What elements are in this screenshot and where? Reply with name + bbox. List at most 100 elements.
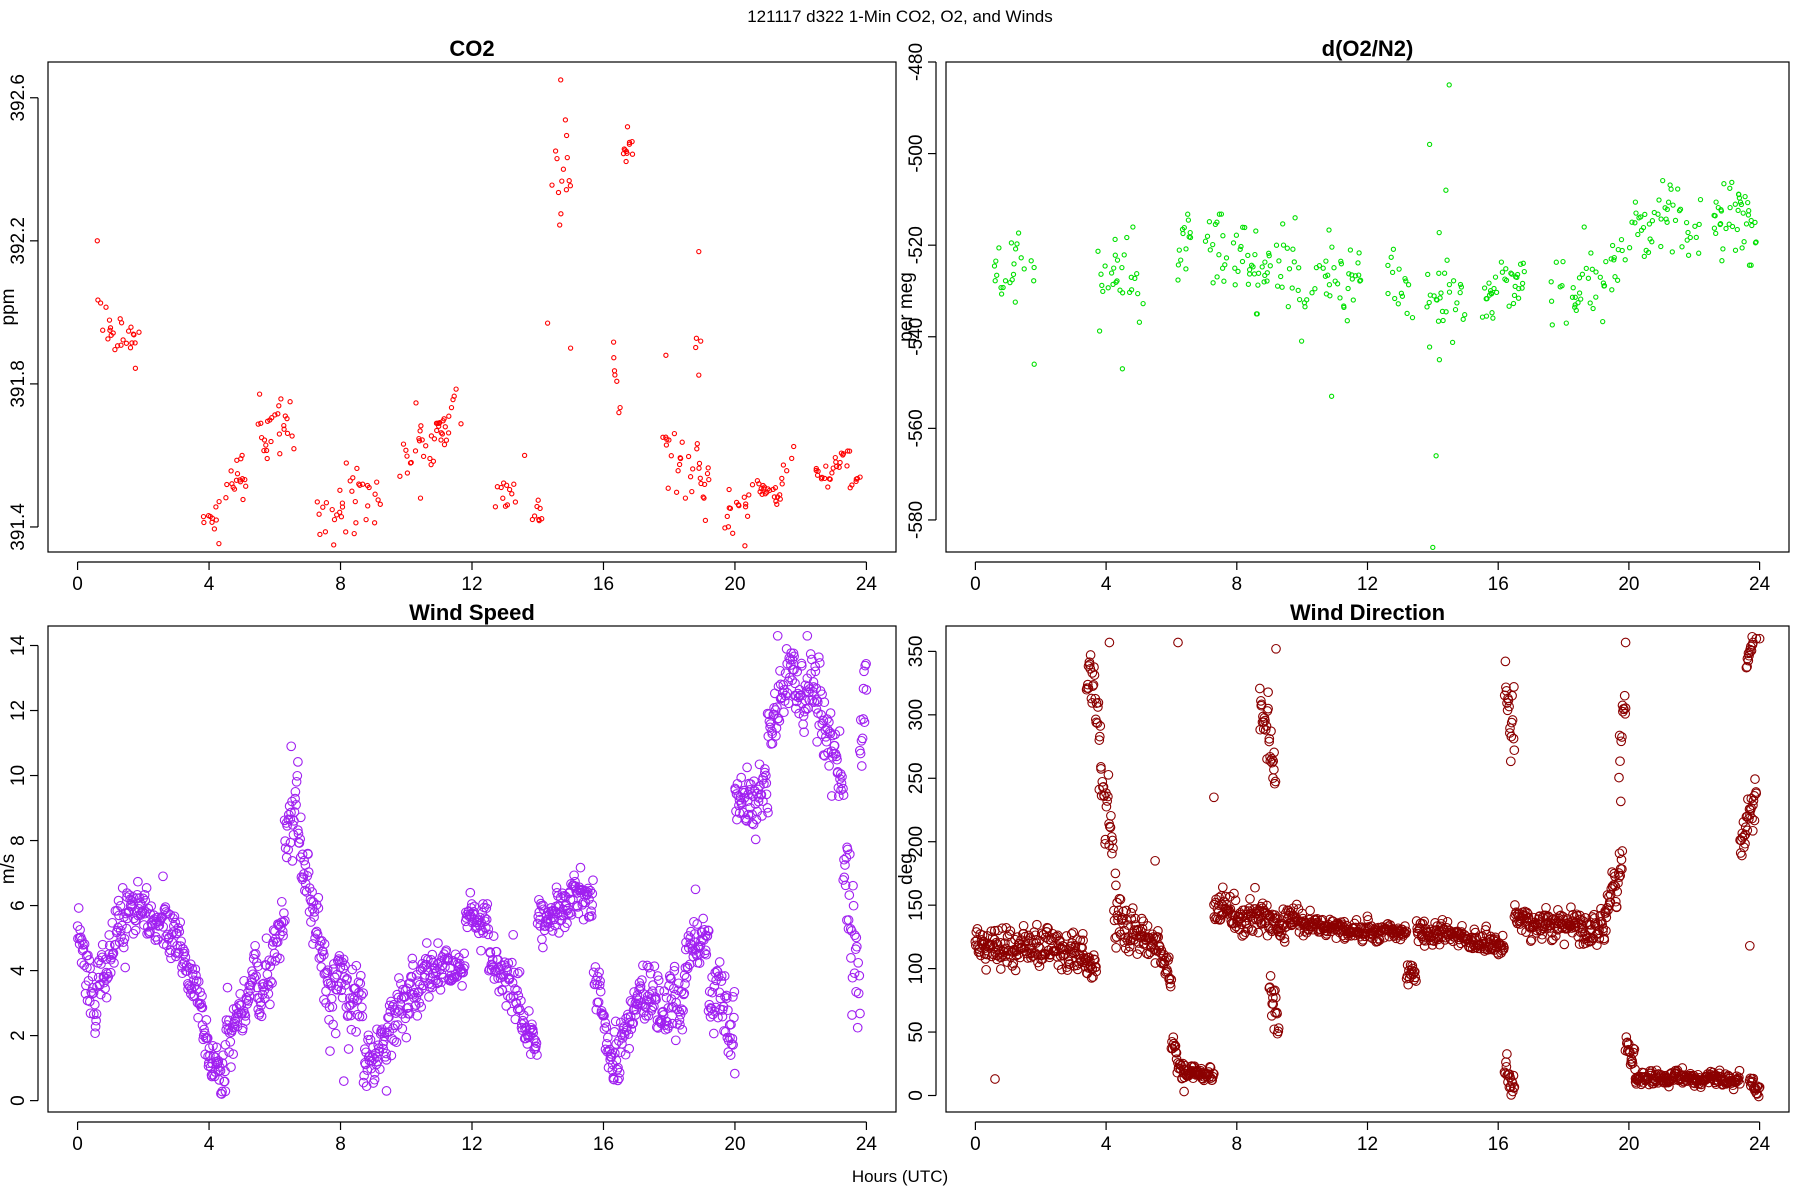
data-point [614,1073,624,1084]
data-point [314,499,320,505]
data-point [1305,905,1315,916]
data-point [1609,242,1616,249]
data-point [1443,309,1449,315]
data-point [222,982,233,993]
data-point [1411,976,1421,986]
data-point [1526,934,1537,945]
data-point [1486,280,1492,286]
data-point [1286,266,1293,272]
data-point [1124,234,1130,241]
data-point [491,946,502,957]
data-point [114,343,121,349]
data-point [744,513,751,519]
data-point [666,437,672,443]
data-point [1298,338,1305,344]
data-point [625,1011,636,1022]
data-point [317,531,323,538]
y-tick-label: -560 [906,409,927,447]
data-point [1751,788,1762,799]
data-point [1400,921,1410,931]
data-point [567,183,574,189]
data-point [1101,801,1112,812]
data-point [539,516,545,522]
data-point [709,981,720,992]
data-point [759,491,765,497]
data-point [780,462,787,468]
data-point [408,459,414,466]
data-point [1443,187,1449,193]
data-point [802,630,813,641]
data-point [1509,745,1520,756]
data-point [338,514,345,520]
data-point [1619,690,1630,701]
data-point [1593,269,1599,275]
data-point [209,519,215,525]
data-point [1179,1086,1189,1097]
data-point [1721,181,1727,187]
data-point [1509,682,1519,692]
data-point [1751,1088,1762,1099]
data-point [1417,918,1428,929]
data-point [1012,246,1019,252]
data-point [836,464,842,470]
data-point [696,372,702,378]
data-point [492,504,499,510]
data-point [587,900,598,910]
data-point [729,1068,740,1079]
data-point [762,803,773,813]
data-point [557,888,568,899]
data-point [703,926,714,936]
data-point [563,187,570,193]
data-point [196,998,206,1009]
data-point [1548,279,1554,285]
data-point [416,1002,427,1012]
data-point [972,924,983,934]
data-point [1484,295,1490,302]
data-point [1114,257,1121,263]
data-point [1601,283,1608,289]
y-tick-label: -480 [906,43,927,81]
data-point [1492,274,1499,280]
data-point [694,446,700,452]
data-point [1426,299,1432,306]
data-point [809,697,820,707]
data-point [696,465,702,471]
data-point [375,497,381,503]
data-point [319,939,330,949]
data-point [1548,298,1555,304]
data-point [1748,800,1758,811]
data-point [318,949,329,960]
data-point [329,506,335,513]
data-point [1357,278,1363,284]
data-point [1262,259,1268,265]
data-point [417,495,424,501]
data-point [1697,196,1704,203]
data-point [654,985,665,996]
data-point [1304,297,1310,303]
data-point [1632,220,1638,226]
data-point [511,481,517,487]
data-point [1166,974,1177,985]
data-point [1239,258,1246,265]
data-point [357,1002,367,1013]
data-point [1426,141,1433,148]
data-point [1005,926,1016,936]
data-point [339,504,346,510]
data-point [1600,280,1607,286]
data-point [742,504,749,510]
data-point [980,954,991,964]
data-point [1018,255,1024,261]
data-point [689,929,700,939]
data-point [446,413,452,419]
data-point [1114,893,1125,904]
data-point [481,914,492,925]
data-point [91,1009,102,1019]
data-point [337,509,343,515]
data-point [1291,899,1302,910]
data-point [211,526,218,532]
data-point [458,421,464,427]
data-point [700,945,711,956]
data-point [1735,207,1741,214]
data-point [753,796,764,807]
data-point [1095,721,1106,731]
